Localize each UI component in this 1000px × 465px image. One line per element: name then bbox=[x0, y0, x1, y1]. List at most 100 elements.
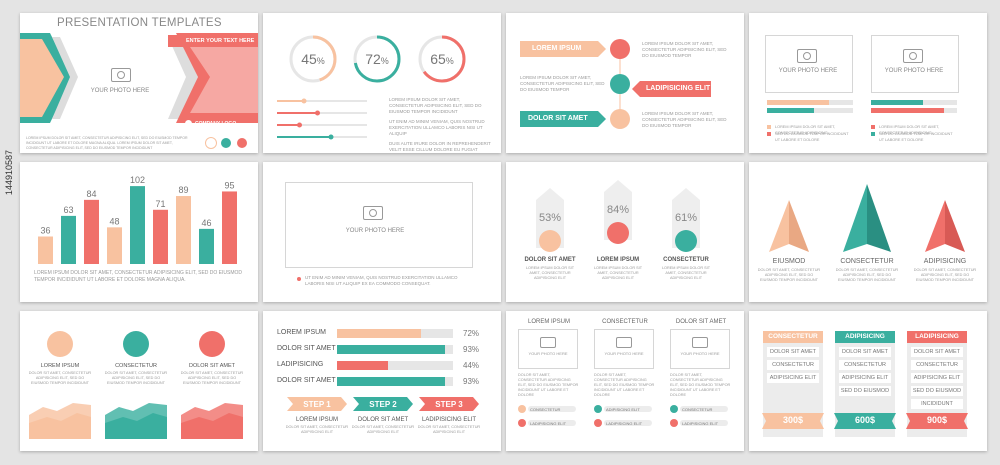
price-item-bg bbox=[911, 360, 963, 370]
price-item-2-2: CONSECTETUR bbox=[844, 362, 886, 368]
price-item-bg bbox=[839, 386, 891, 396]
slider-handle-1 bbox=[301, 98, 307, 104]
bar-7 bbox=[176, 196, 191, 264]
step-sub-1: LOREM IPSUM bbox=[295, 417, 338, 423]
bar-label-7: 89 bbox=[178, 185, 188, 195]
slider-handle-2 bbox=[315, 110, 320, 116]
logo-icon bbox=[185, 120, 192, 127]
price-item-1-2: CONSECTETUR bbox=[772, 362, 814, 368]
note-2: UT ENIM AD MINIM VENIAM, QUIS NOSTRUD EX… bbox=[389, 119, 485, 136]
slide-area-icons[interactable]: LOREM IPSUM DOLOR SIT AMET, CONSECTETUR A… bbox=[20, 311, 258, 451]
slide-title-template[interactable]: PRESENTATION TEMPLATES ENTER YOUR TEXT H… bbox=[20, 13, 258, 153]
ring-unit: % bbox=[316, 56, 325, 66]
price-head-1: CONSECTETUR bbox=[768, 333, 818, 340]
item-text-2: LOREM IPSUM DOLOR SIT AMET, CONSECTETUR … bbox=[593, 266, 643, 280]
slide-big-photo[interactable]: YOUR PHOTO HERE UT ENIM AD MINIM VENIAM,… bbox=[263, 162, 501, 302]
price-ribbon-1 bbox=[762, 413, 824, 429]
slide-progress-steps[interactable]: LOREM IPSUM 72% DOLOR SIT AMET 93% LADIPISIC… bbox=[263, 311, 501, 451]
step-text-1: DOLOR SIT AMET, CONSECTETUR ADIPISICING … bbox=[285, 425, 349, 434]
price-value-1[interactable]: 300$ bbox=[782, 415, 804, 425]
pyramid-2 bbox=[843, 184, 891, 252]
row-pct-1: 72% bbox=[463, 329, 480, 338]
camera-icon bbox=[797, 49, 817, 63]
photo-frame-1 bbox=[518, 329, 578, 369]
step-arrow-2 bbox=[353, 397, 413, 411]
price-item-3-3: ADIPISICING ELIT bbox=[913, 375, 961, 381]
area-text-2: DOLOR SIT AMET, CONSECTETUR ADIPISICING … bbox=[104, 371, 168, 385]
camera-icon bbox=[903, 49, 923, 63]
step-label-1[interactable]: STEP 1 bbox=[303, 400, 331, 409]
slide-two-photos[interactable]: YOUR PHOTO HERE YOUR PHOTO HERE LOREM IP… bbox=[749, 13, 987, 153]
slide-tags[interactable]: 53% DOLOR SIT AMET LOREM IPSUM DOLOR SIT A… bbox=[506, 162, 744, 302]
row-bar-3 bbox=[337, 361, 389, 370]
price-item-bg bbox=[839, 360, 891, 370]
progress-bar-1-2 bbox=[767, 108, 815, 113]
price-item-3-2: CONSECTETUR bbox=[916, 362, 958, 368]
bar-label-6: 71 bbox=[155, 199, 165, 209]
item-label-1: DOLOR SIT AMET bbox=[524, 257, 576, 263]
row-label-1: LOREM IPSUM bbox=[277, 329, 327, 336]
text-4: SED DO EIUSMOD TEMPOR INCIDIDUNT UT LABO… bbox=[879, 132, 953, 142]
slide-pricing[interactable]: CONSECTETUR DOLOR SIT AMET CONSECTETUR ADIP… bbox=[749, 311, 987, 451]
tag-pill bbox=[680, 406, 728, 412]
price-ribbon-2 bbox=[834, 413, 896, 429]
photo-frame-3 bbox=[670, 329, 730, 369]
price-item-3-1: DOLOR SIT AMET bbox=[913, 349, 961, 355]
slider-handle-3 bbox=[297, 122, 302, 128]
step-sub-2: DOLOR SIT AMET bbox=[357, 417, 409, 423]
price-item-2-4: SED DO EIUSMOD bbox=[840, 388, 890, 394]
area-label-2: CONSECTETUR bbox=[115, 363, 157, 369]
price-value-2[interactable]: 600$ bbox=[854, 415, 876, 425]
company-logo: COMPANY LOGO bbox=[195, 121, 237, 127]
text-2: LOREM IPSUM DOLOR SIT AMET, CONSECTETUR … bbox=[520, 75, 605, 92]
bar-6 bbox=[153, 209, 168, 264]
step-label-2[interactable]: STEP 2 bbox=[369, 400, 397, 409]
bar-5 bbox=[130, 186, 145, 264]
tag-label-1-1: CONSECTETUR bbox=[530, 406, 561, 412]
step-label-3[interactable]: STEP 3 bbox=[435, 400, 463, 409]
tag-pill bbox=[528, 406, 576, 412]
tag-pill bbox=[528, 420, 576, 426]
bar-2 bbox=[61, 215, 76, 264]
price-item-bg bbox=[767, 373, 819, 383]
ring-arc-1 bbox=[289, 35, 337, 83]
ring-arc-3 bbox=[418, 35, 466, 83]
pyramid-text-3: DOLOR SIT AMET, CONSECTETUR ADIPISICING … bbox=[913, 268, 977, 282]
slider-group bbox=[277, 98, 367, 140]
user-icon bbox=[237, 138, 247, 148]
tag-icon bbox=[670, 419, 678, 427]
bar-4 bbox=[107, 227, 122, 264]
photo-placeholder: YOUR PHOTO HERE bbox=[345, 228, 405, 234]
chevron-graphic bbox=[20, 33, 258, 123]
row-bar-1 bbox=[337, 329, 421, 338]
price-item-1-1: DOLOR SIT AMET bbox=[769, 349, 817, 355]
pin-icon bbox=[221, 138, 231, 148]
photo-placeholder-2: YOUR PHOTO HERE bbox=[884, 68, 944, 74]
pyramid-label-1: EIUSMOD bbox=[772, 258, 806, 265]
slide-title: PRESENTATION TEMPLATES bbox=[57, 17, 222, 29]
slide-percent-rings[interactable]: 45% 72% 65% LOREM IPSUM DOLOR SIT AMET, CO… bbox=[263, 13, 501, 153]
row-label-3: LADIPISICING bbox=[277, 361, 324, 368]
ring-unit: % bbox=[380, 56, 389, 66]
price-value-3[interactable]: 900$ bbox=[926, 415, 948, 425]
chart-caption: LOREM IPSUM DOLOR SIT AMET, CONSECTETUR … bbox=[34, 270, 242, 283]
arrow-graphic bbox=[520, 39, 711, 129]
text-1: LOREM IPSUM DOLOR SIT AMET, CONSECTETUR … bbox=[642, 41, 727, 58]
ring-group bbox=[289, 35, 466, 83]
slide-three-photos[interactable]: LOREM IPSUM YOUR PHOTO HERE DOLOR SIT AMET… bbox=[506, 311, 744, 451]
ring-number: 65 bbox=[430, 51, 446, 67]
tag-label-3-1: CONSECTETUR bbox=[682, 406, 713, 412]
slide-pyramids[interactable]: EIUSMOD DOLOR SIT AMET, CONSECTETUR ADIPI… bbox=[749, 162, 987, 302]
slide-arrow-labels[interactable]: LOREM IPSUM LADIPISICING ELIT DOLOR SIT … bbox=[506, 13, 744, 153]
bar-8 bbox=[199, 228, 214, 264]
text-2: SED DO EIUSMOD TEMPOR INCIDIDUNT UT LABO… bbox=[775, 132, 849, 142]
tag-pill bbox=[604, 420, 652, 426]
pyramid-text-2: DOLOR SIT AMET, CONSECTETUR ADIPISICING … bbox=[835, 268, 899, 282]
dolor-label: DOLOR SIT AMET bbox=[528, 115, 588, 122]
slide-bar-chart[interactable]: 36 63 84 48 102 71 89 46 95 LOREM IPSUM DOLOR SI… bbox=[20, 162, 258, 302]
col-head-1: LOREM IPSUM bbox=[527, 319, 570, 325]
pct-3: 61% bbox=[674, 212, 698, 224]
photo-placeholder: YOUR PHOTO HERE bbox=[90, 88, 150, 94]
price-item-bg bbox=[911, 386, 963, 396]
camera-icon bbox=[692, 337, 708, 348]
